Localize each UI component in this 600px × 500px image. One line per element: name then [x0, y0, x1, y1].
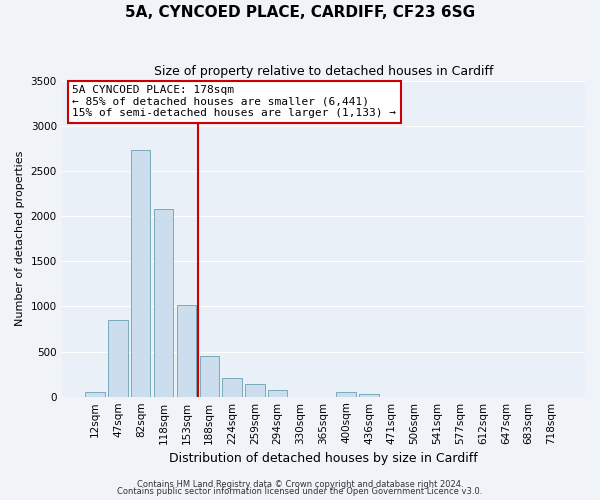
Bar [177, 306, 196, 396]
Y-axis label: Number of detached properties: Number of detached properties [15, 151, 25, 326]
Text: Contains HM Land Registry data © Crown copyright and database right 2024.: Contains HM Land Registry data © Crown c… [137, 480, 463, 489]
Bar [108, 320, 128, 396]
Text: 5A, CYNCOED PLACE, CARDIFF, CF23 6SG: 5A, CYNCOED PLACE, CARDIFF, CF23 6SG [125, 5, 475, 20]
Bar [268, 390, 287, 396]
X-axis label: Distribution of detached houses by size in Cardiff: Distribution of detached houses by size … [169, 452, 478, 465]
Title: Size of property relative to detached houses in Cardiff: Size of property relative to detached ho… [154, 65, 493, 78]
Bar [131, 150, 151, 396]
Bar [154, 209, 173, 396]
Text: Contains public sector information licensed under the Open Government Licence v3: Contains public sector information licen… [118, 487, 482, 496]
Bar [337, 392, 356, 396]
Bar [359, 394, 379, 396]
Bar [223, 378, 242, 396]
Text: 5A CYNCOED PLACE: 178sqm
← 85% of detached houses are smaller (6,441)
15% of sem: 5A CYNCOED PLACE: 178sqm ← 85% of detach… [72, 86, 396, 118]
Bar [200, 356, 219, 397]
Bar [245, 384, 265, 396]
Bar [85, 392, 105, 396]
